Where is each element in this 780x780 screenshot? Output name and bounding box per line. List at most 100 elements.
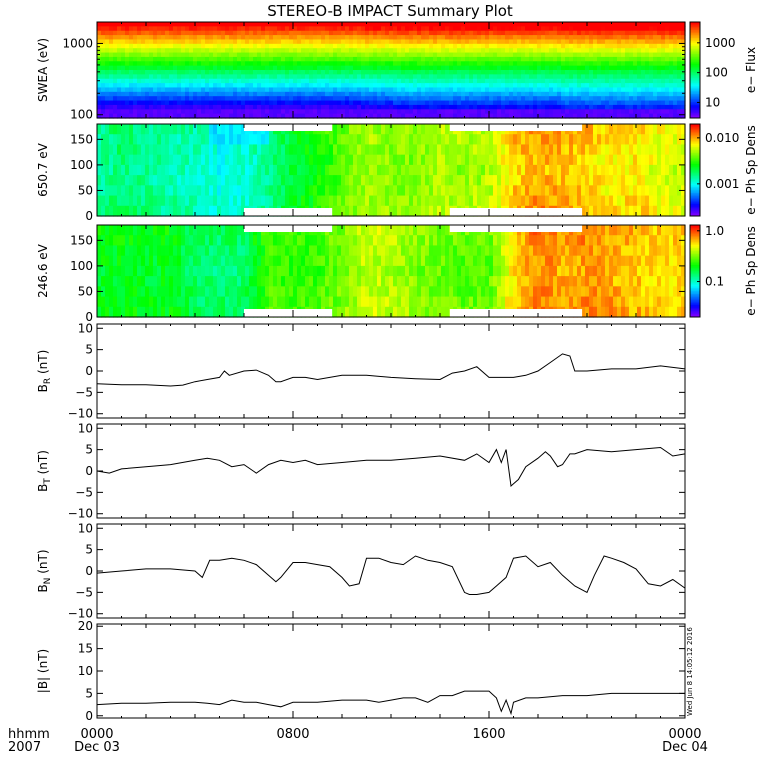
heatmap-cell [569,74,574,80]
heatmap-cell [141,265,146,277]
heatmap-cell [101,265,106,277]
heatmap-cell [409,39,414,45]
heatmap-cell [293,30,298,36]
heatmap-cell [149,39,154,45]
heatmap-cell [253,78,258,84]
heatmap-cell [209,30,214,36]
heatmap-cell [129,265,134,277]
heatmap-cell [133,113,138,119]
heatmap-cell [585,205,590,217]
heatmap-cell [373,74,378,80]
heatmap-cell [173,26,178,32]
heatmap-cell [521,43,526,49]
heatmap-cell [333,78,338,84]
heatmap-cell [321,104,326,110]
heatmap-cell [365,124,370,135]
heatmap-cell [469,39,474,45]
heatmap-cell [121,83,126,89]
heatmap-cell [681,154,686,166]
heatmap-cell [393,175,398,186]
heatmap-cell [417,109,422,115]
heatmap-cell [481,35,486,41]
heatmap-cell [245,61,250,67]
heatmap-cell [397,65,402,71]
heatmap-cell [669,154,674,166]
heatmap-cell [601,70,606,75]
heatmap-cell [197,104,202,110]
heatmap-cell [165,144,170,156]
heatmap-cell [205,26,210,32]
heatmap-cell [661,91,666,97]
heatmap-cell [485,22,490,27]
heatmap-cell [673,104,678,110]
heatmap-cell [549,22,554,27]
heatmap-cell [205,96,210,102]
heatmap-cell [357,87,362,93]
heatmap-cell [541,61,546,67]
heatmap-cell [613,26,618,32]
heatmap-cell [301,96,306,102]
heatmap-cell [385,22,390,27]
heatmap-cell [569,35,574,41]
heatmap-cell [529,70,534,75]
heatmap-cell [373,96,378,102]
heatmap-cell [481,22,486,27]
heatmap-cell [473,48,478,54]
heatmap-cell [649,78,654,84]
heatmap-cell [373,91,378,97]
heatmap-cell [453,91,458,97]
heatmap-cell [429,164,434,176]
heatmap-cell [173,65,178,71]
heatmap-cell [277,52,282,58]
heatmap-cell [137,65,142,71]
heatmap-cell [645,26,650,32]
heatmap-cell [449,22,454,27]
heatmap-cell [585,109,590,115]
heatmap-cell [197,205,202,217]
heatmap-cell [361,74,366,80]
heatmap-cell [645,83,650,89]
heatmap-cell [537,100,542,106]
heatmap-cell [213,109,218,115]
heatmap-cell [121,65,126,71]
heatmap-cell [629,48,634,54]
heatmap-cell [201,96,206,102]
heatmap-cell [337,56,342,62]
heatmap-cell [133,235,138,247]
heatmap-cell [145,74,150,80]
heatmap-cell [149,78,154,84]
heatmap-cell [125,83,130,89]
heatmap-cell [121,96,126,102]
heatmap-cell [429,205,434,217]
heatmap-cell [137,39,142,45]
heatmap-cell [185,43,190,49]
heatmap-cell [377,91,382,97]
heatmap-cell [449,43,454,49]
heatmap-cell [241,83,246,89]
heatmap-cell [373,35,378,41]
heatmap-cell [553,43,558,49]
heatmap-cell [321,175,326,186]
heatmap-cell [637,61,642,67]
heatmap-cell [145,43,150,49]
heatmap-cell [225,96,230,102]
heatmap-cell [241,78,246,84]
heatmap-cell [181,205,186,217]
heatmap-cell [337,61,342,67]
heatmap-cell [137,70,142,75]
heatmap-cell [241,65,246,71]
heatmap-cell [665,70,670,75]
heatmap-cell [173,109,178,115]
heatmap-cell [173,48,178,54]
heatmap-cell [441,83,446,89]
heatmap-cell [185,52,190,58]
heatmap-cell [205,164,210,176]
heatmap-cell [285,185,290,197]
heatmap-cell [597,109,602,115]
heatmap-cell [165,113,170,119]
heatmap-cell [573,185,578,197]
heatmap-cell [481,52,486,58]
heatmap-cell [585,48,590,54]
heatmap-cell [517,134,522,146]
heatmap-cell [257,154,262,166]
